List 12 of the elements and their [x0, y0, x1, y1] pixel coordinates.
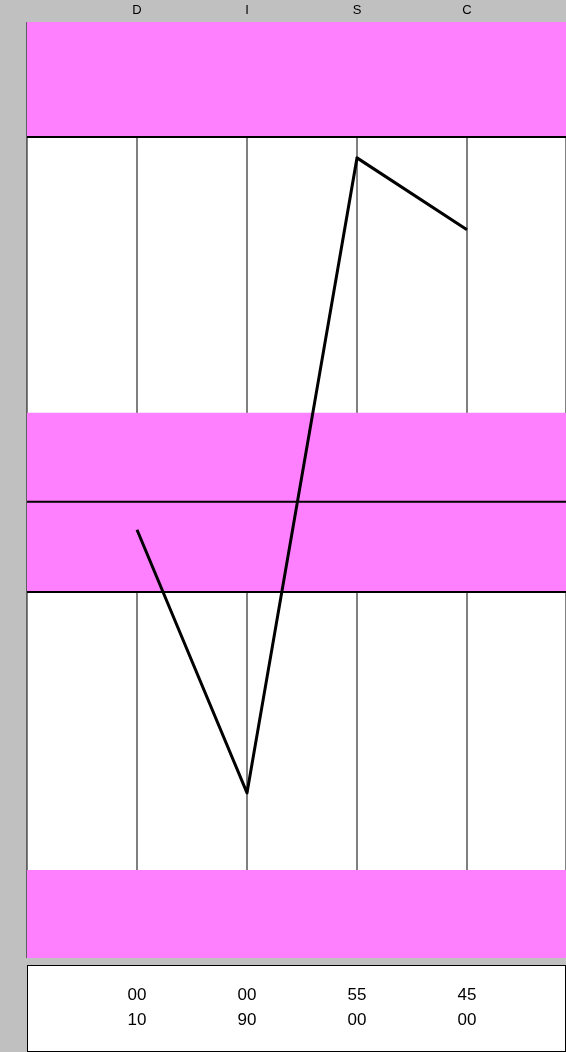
x-tick-label: S	[352, 2, 362, 17]
text: 00	[456, 1010, 478, 1030]
text: 55	[346, 985, 368, 1005]
text: 45	[456, 985, 478, 1005]
text: 00	[126, 985, 148, 1005]
text: 10	[126, 1010, 148, 1030]
text: 00	[346, 1010, 368, 1030]
x-tick-label: C	[462, 2, 472, 17]
x-tick-label: D	[132, 2, 142, 17]
x-tick-label: I	[245, 2, 249, 17]
text: 90	[236, 1010, 258, 1030]
text: 00	[236, 985, 258, 1005]
